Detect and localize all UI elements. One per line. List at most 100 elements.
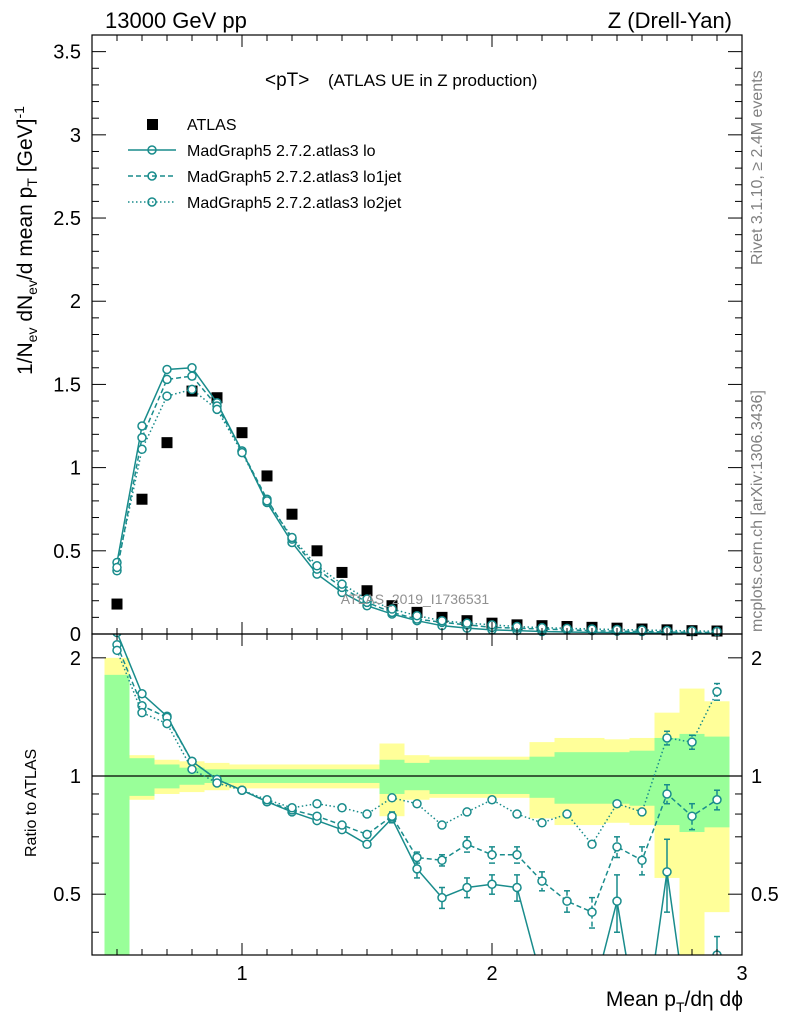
mc-point-3 <box>187 384 197 395</box>
ratio-point-2 <box>637 807 647 817</box>
chart-title-sub: (ATLAS UE in Z production) <box>328 71 537 90</box>
ratio-point-1 <box>687 811 697 821</box>
legend-label-lo: MadGraph5 2.7.2.atlas3 lo <box>187 143 376 160</box>
ratio-point-2 <box>512 809 522 819</box>
ratio-point-1 <box>537 876 547 886</box>
mc-point-2 <box>137 432 147 443</box>
ratio-point-1 <box>712 795 722 805</box>
ratio-point-2 <box>412 798 422 809</box>
ratio-point-2 <box>712 686 722 697</box>
band-green <box>554 752 580 804</box>
ratio-point-2 <box>212 778 222 788</box>
ratio-point-0 <box>362 839 372 850</box>
atlas-data-point <box>261 470 273 482</box>
y-tick-label-ratio: 2 <box>70 648 81 670</box>
x-tick-label: 2 <box>486 963 497 985</box>
atlas-data-point <box>361 585 373 597</box>
ratio-point-2 <box>312 798 322 809</box>
band-green <box>704 736 730 828</box>
band-green <box>504 759 530 794</box>
atlas-data-point <box>311 545 323 557</box>
ratio-point-1 <box>412 852 422 863</box>
y-tick-label-ratio-right: 0.5 <box>751 884 779 906</box>
band-green <box>429 759 455 794</box>
ratio-point-1 <box>437 855 447 866</box>
ratio-series-group <box>112 634 722 955</box>
ratio-point-2 <box>687 737 697 747</box>
ratio-point-1 <box>312 811 322 821</box>
ratio-point-2 <box>462 807 472 817</box>
ratio-point-2 <box>337 803 347 813</box>
atlas-data-point <box>136 493 148 505</box>
y-tick-label-ratio: 0.5 <box>53 884 81 906</box>
ratio-point-2 <box>562 809 572 819</box>
atlas-data-point <box>286 508 298 520</box>
y-tick-label-ratio-right: 2 <box>751 648 762 670</box>
ratio-point-2 <box>362 809 372 819</box>
ratio-point-2 <box>187 764 197 775</box>
mc-point-3 <box>437 615 447 626</box>
atlas-data-point <box>336 566 348 578</box>
ratio-point-1 <box>612 842 622 852</box>
band-green <box>579 752 605 804</box>
legend-marker-atlas <box>147 119 158 130</box>
band-green <box>129 758 155 796</box>
y-tick-label-main: 2 <box>70 291 81 313</box>
y-tick-label-ratio: 1 <box>70 766 81 788</box>
atlas-data-point <box>236 427 248 439</box>
mc-point-1 <box>137 421 147 431</box>
y-tick-label-ratio-right: 1 <box>751 766 762 788</box>
ratio-point-1 <box>562 896 572 906</box>
ratio-point-2 <box>437 820 447 830</box>
ratio-point-2 <box>287 803 297 813</box>
ratio-point-2 <box>112 645 122 656</box>
y-tick-label-main: 0 <box>70 624 81 646</box>
x-axis-title: Mean pT/dη dϕ <box>606 988 743 1015</box>
ratio-point-1 <box>462 839 472 850</box>
mc-point-3 <box>337 579 347 589</box>
chart-title-main: <pT> <box>265 70 309 91</box>
x-tick-label: 1 <box>236 963 247 985</box>
mc-point-3 <box>312 561 322 571</box>
ratio-point-0 <box>137 689 147 699</box>
y-tick-label-main: 3.5 <box>53 42 81 64</box>
ratio-point-0 <box>437 892 447 903</box>
ratio-point-0 <box>612 896 622 906</box>
header-left: 13000 GeV pp <box>105 8 247 33</box>
band-green <box>104 674 130 955</box>
mc-point-3 <box>137 444 147 455</box>
legend-label-lo1jet: MadGraph5 2.7.2.atlas3 lo1jet <box>187 169 402 186</box>
mc-point-3 <box>387 604 397 614</box>
y-tick-label-main: 3 <box>70 125 81 147</box>
atlas-data-point <box>211 392 223 404</box>
band-green <box>454 759 480 794</box>
band-green <box>479 759 505 794</box>
ratio-point-2 <box>237 785 247 795</box>
y-axis-title-ratio: Ratio to ATLAS <box>23 749 40 857</box>
mc-point-3 <box>112 562 122 573</box>
mc-point-3 <box>162 391 172 401</box>
ratio-point-1 <box>387 811 397 821</box>
ratio-point-1 <box>587 907 597 917</box>
y-tick-label-main: 1.5 <box>53 374 81 396</box>
y-tick-label-main: 1 <box>70 458 81 480</box>
ratio-point-2 <box>537 818 547 828</box>
ratio-point-0 <box>512 882 522 893</box>
ratio-point-2 <box>662 733 672 743</box>
legend-marker-lo1jet <box>147 171 157 181</box>
band-green <box>654 737 680 826</box>
atlas-data-point <box>111 598 123 610</box>
ratio-point-2 <box>587 839 597 850</box>
ratio-point-0 <box>412 864 422 874</box>
ratio-point-0 <box>662 867 672 877</box>
band-green <box>529 756 555 798</box>
y-tick-label-main: 2.5 <box>53 208 81 230</box>
ratio-point-0 <box>487 879 497 890</box>
legend: ATLAS MadGraph5 2.7.2.atlas3 lo MadGraph… <box>128 117 402 212</box>
legend-marker-lo2jet <box>147 197 157 207</box>
ratio-point-2 <box>162 718 172 729</box>
band-green <box>629 750 655 806</box>
ratio-point-2 <box>262 795 272 805</box>
ratio-point-1 <box>337 820 347 830</box>
